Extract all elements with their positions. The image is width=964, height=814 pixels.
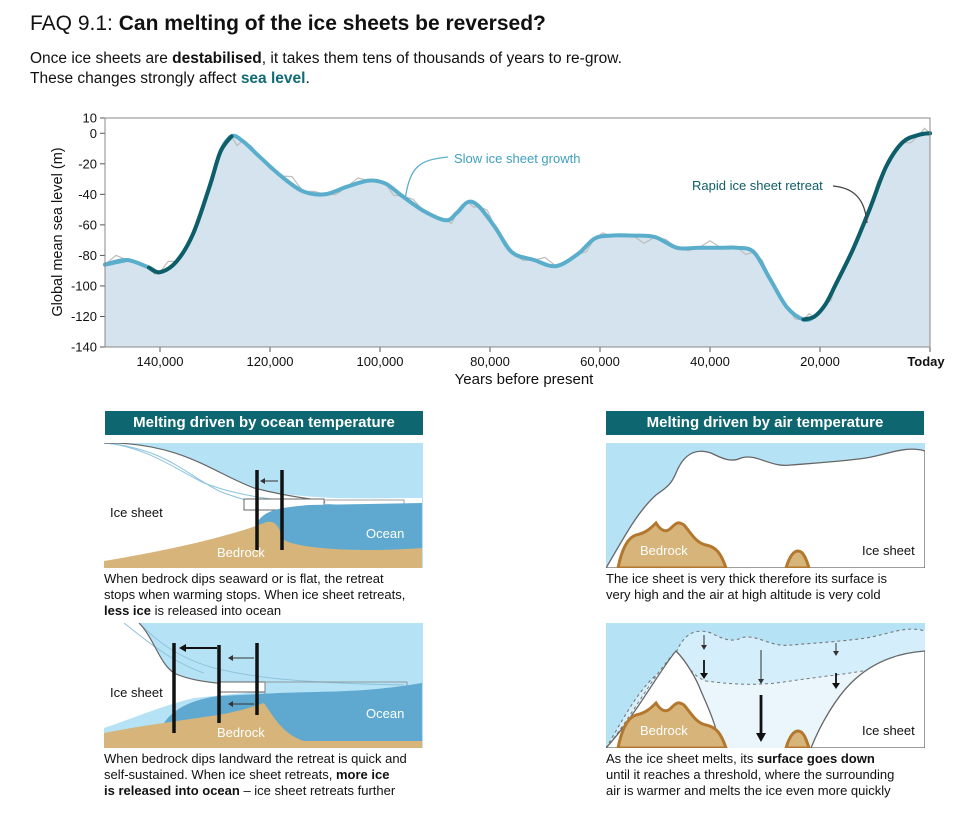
air-top-caption: The ice sheet is very thick therefore it… (606, 571, 936, 603)
x-tick-label: 40,000 (690, 354, 730, 369)
caption-bold: is released into ocean (104, 783, 240, 798)
caption-line: stops when warming stops. When ice sheet… (104, 587, 406, 602)
retreat-arrow-head (228, 655, 233, 661)
arrow-head (833, 651, 839, 656)
growth-annotation-leader (404, 156, 449, 201)
x-tick-label: 80,000 (470, 354, 510, 369)
sea-level-chart: 100 -20 -40 -60 -80 -100 -120 -140 140,000 120,0… (50, 111, 945, 389)
caption-line: until it reaches a threshold, where the … (606, 767, 895, 782)
plot-frame (104, 117, 931, 348)
bedrock-shape (104, 703, 422, 748)
bedrock-mountain (616, 700, 728, 748)
y-tick-label: -80 (78, 248, 97, 263)
caption-bold: more ice (335, 767, 390, 782)
ocean-panel-bottom: Ice sheet Bedrock Ocean (104, 623, 423, 748)
ocean-panel-top: Ice sheet Bedrock Ocean (104, 443, 423, 568)
former-ice-surface (606, 628, 925, 748)
retreat-annotation: Rapid ice sheet retreat (692, 178, 823, 193)
intermediate-ice-surface (606, 650, 925, 748)
retreat-arrow-head (179, 644, 186, 652)
ocean-panel-heading: Melting driven by ocean temperature (105, 411, 423, 435)
bedrock-label: Bedrock (640, 723, 688, 738)
figure-title: FAQ 9.1: Can melting of the ice sheets b… (30, 12, 546, 36)
ice-sheet-right-remnant (810, 650, 925, 748)
caption-line: air is warmer and melts the ice even mor… (606, 783, 891, 798)
arrow-head (758, 679, 764, 684)
caption-line: very high and the air at high altitude i… (606, 587, 881, 602)
y-tick-label: -140 (71, 340, 97, 355)
subtitle-highlight: sea level (240, 70, 306, 87)
air-panel-bottom: Bedrock Ice sheet (606, 623, 925, 748)
y-tick-label: -60 (78, 217, 97, 232)
caption-line: is released into ocean (151, 603, 282, 618)
retreat-arrow-head (260, 478, 265, 484)
bedrock-label: Bedrock (640, 543, 688, 558)
y-tick-label: -100 (71, 278, 97, 293)
ice-sheet-label: Ice sheet (110, 505, 163, 520)
subtitle-text: Once ice sheets are (30, 50, 173, 67)
x-tick-label: 20,000 (800, 354, 840, 369)
subtitle-text: , it takes them tens of thousands of yea… (261, 50, 622, 67)
retreat-annotation-leader (832, 185, 868, 224)
title-prefix: FAQ 9.1: (30, 12, 119, 35)
bedrock-peak (784, 729, 811, 748)
growth-annotation: Slow ice sheet growth (454, 151, 580, 166)
ocean-top-caption: When bedrock dips seaward or is flat, th… (104, 571, 434, 619)
x-tick-label: 60,000 (580, 354, 620, 369)
x-axis-label: Years before present (455, 371, 595, 388)
ocean-label: Ocean (366, 706, 404, 721)
y-tick-label: -120 (71, 309, 97, 324)
series-retreat-line-2 (801, 131, 932, 322)
past-ice-outline (138, 623, 405, 686)
ice-sheet-label: Ice sheet (862, 543, 915, 558)
ocean-label: Ocean (366, 526, 404, 541)
arrow-head (701, 645, 707, 650)
subtitle-line-1: Once ice sheets are destabilised, it tak… (30, 50, 622, 68)
bedrock-label: Bedrock (217, 545, 265, 560)
caption-bold: surface goes down (757, 751, 875, 766)
sea-level-area (105, 133, 930, 347)
ice-sheet-label: Ice sheet (862, 723, 915, 738)
x-axis: 140,000 120,000 100,000 80,000 60,000 40,000 2… (137, 347, 945, 369)
ice-sheet-shape (104, 623, 264, 728)
x-tick-label: Today (907, 354, 945, 369)
air-bottom-caption: As the ice sheet melts, its surface goes… (606, 751, 936, 799)
title-main: Can melting of the ice sheets be reverse… (118, 12, 546, 35)
subtitle-bold: destabilised (172, 50, 262, 67)
arrow-head (700, 673, 708, 679)
subtitle-line-2: These changes strongly affect sea level. (30, 70, 310, 88)
arrow-head (756, 733, 766, 742)
caption-line: As the ice sheet melts, its (606, 751, 758, 766)
x-tick-label: 140,000 (137, 354, 184, 369)
bedrock-shape (104, 521, 422, 568)
bedrock-peak (784, 549, 811, 568)
retreat-arrow-head (228, 701, 233, 707)
caption-line: – ice sheet retreats further (239, 783, 396, 798)
y-tick-label: 0 (90, 126, 97, 141)
air-panel-heading: Melting driven by air temperature (606, 411, 924, 435)
x-tick-label: 100,000 (357, 354, 404, 369)
air-panel-top: Bedrock Ice sheet (606, 443, 925, 568)
y-tick-label: -20 (78, 156, 97, 171)
y-tick-label: -40 (78, 187, 97, 202)
series-retreat-line-1 (147, 134, 234, 275)
subtitle-text: These changes strongly affect (30, 70, 241, 87)
caption-line: self-sustained. When ice sheet retreats, (104, 767, 336, 782)
caption-line: The ice sheet is very thick therefore it… (606, 571, 888, 586)
caption-line: When bedrock dips landward the retreat i… (104, 751, 407, 766)
series-retreat-line-3 (103, 258, 129, 267)
y-axis: 100 -20 -40 -60 -80 -100 -120 -140 (71, 111, 105, 355)
caption-bold: less ice (104, 603, 151, 618)
bedrock-mountain (616, 520, 728, 568)
subtitle-text: . (305, 70, 310, 87)
bedrock-label: Bedrock (217, 725, 265, 740)
past-ice-outline (123, 623, 205, 674)
x-tick-label: 120,000 (247, 354, 294, 369)
y-tick-label: 10 (83, 111, 97, 126)
ice-sheet-label: Ice sheet (110, 685, 163, 700)
ocean-bottom-caption: When bedrock dips landward the retreat i… (104, 751, 434, 799)
arrow-head (832, 683, 840, 689)
y-axis-label: Global mean sea level (m) (50, 147, 66, 316)
caption-line: When bedrock dips seaward or is flat, th… (104, 571, 384, 586)
